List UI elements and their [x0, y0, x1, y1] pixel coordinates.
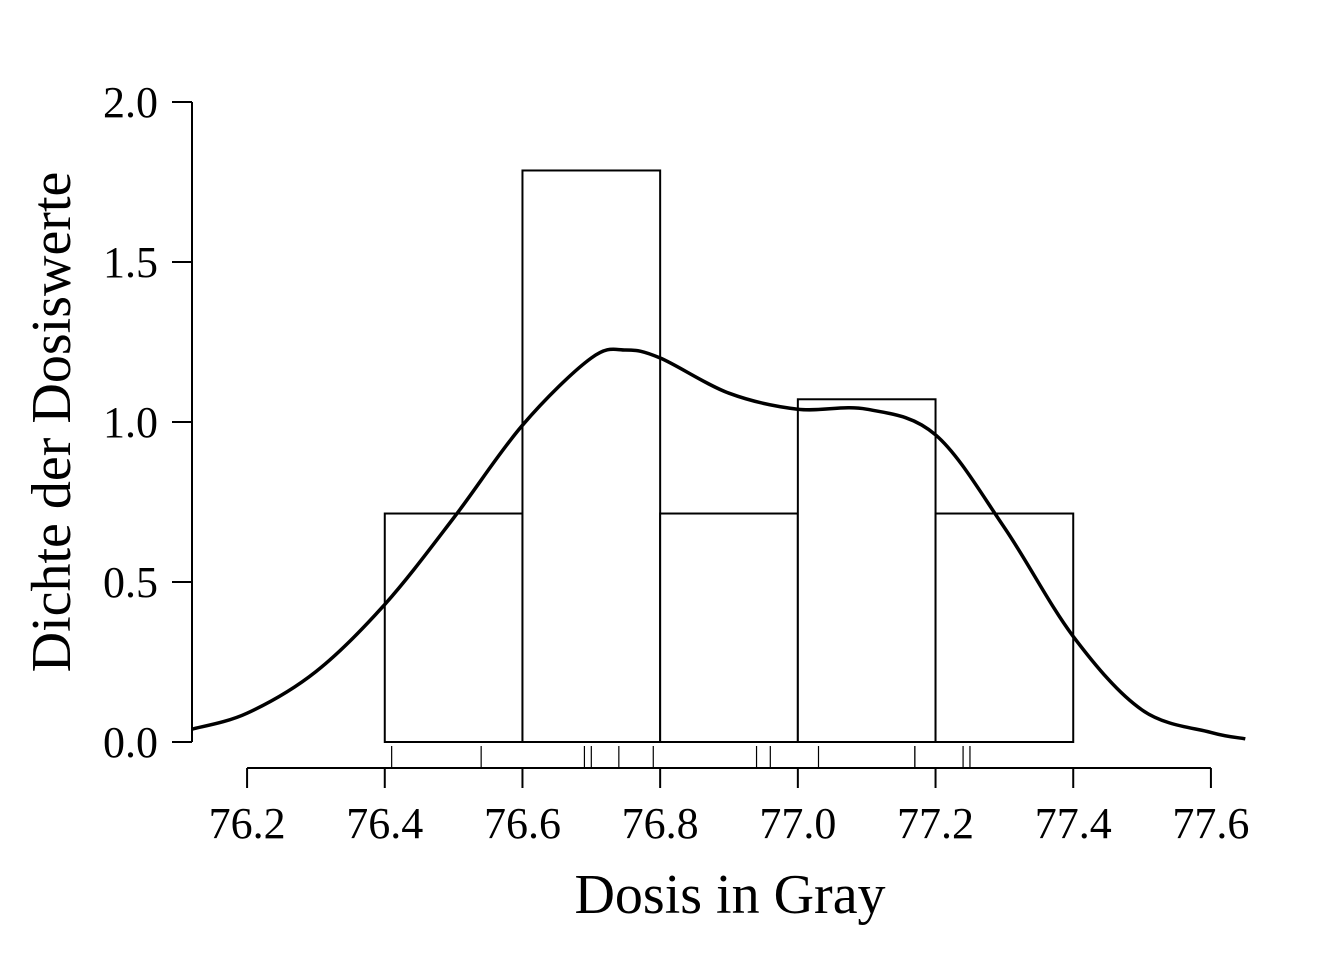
x-axis: 76.2 76.4 76.6 76.8 77.0 77.2 77.4 77.6 [209, 767, 1249, 848]
histogram-bar-4 [934, 512, 1075, 744]
y-tick-label-2: 1.0 [103, 398, 158, 447]
histogram-bar-0 [383, 512, 524, 744]
histogram-bars [383, 169, 1075, 744]
y-tick-label-3: 1.5 [103, 238, 158, 287]
x-tick-label-1: 76.4 [346, 799, 423, 848]
y-axis-title: Dichte der Dosiswerte [21, 172, 83, 673]
histogram-bar-2 [659, 512, 799, 744]
y-tick-label-1: 0.5 [103, 558, 158, 607]
histogram-bar-1 [521, 169, 662, 744]
x-tick-label-4: 77.0 [759, 799, 836, 848]
x-tick-label-0: 76.2 [209, 799, 286, 848]
x-tick-label-3: 76.8 [622, 799, 699, 848]
density-curve [191, 347, 1246, 741]
x-tick-label-5: 77.2 [897, 799, 974, 848]
y-tick-label-4: 2.0 [103, 78, 158, 127]
y-axis: 0.0 0.5 1.0 1.5 2.0 [103, 78, 193, 767]
x-tick-label-6: 77.4 [1035, 799, 1112, 848]
rug-marks [391, 746, 971, 768]
y-tick-label-0: 0.0 [103, 718, 158, 767]
x-tick-label-2: 76.6 [484, 799, 561, 848]
x-tick-label-7: 77.6 [1172, 799, 1249, 848]
x-axis-title: Dosis in Gray [574, 864, 885, 926]
histogram-bar-3 [796, 398, 937, 743]
